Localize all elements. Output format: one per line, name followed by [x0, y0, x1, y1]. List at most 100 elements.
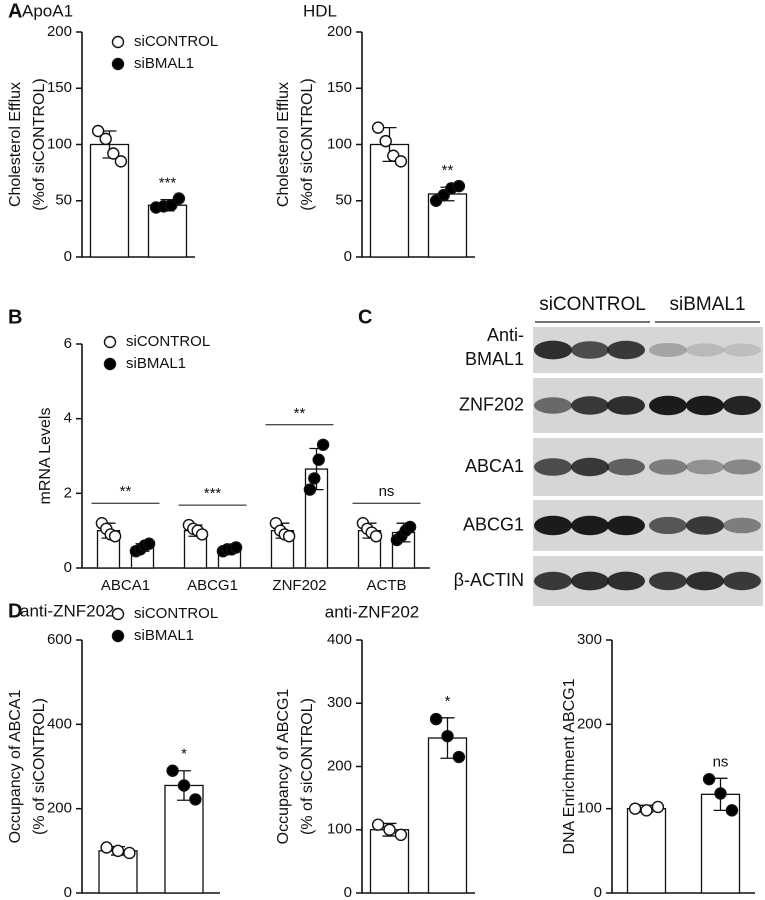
y-axis-label: (% of siCONTROL)	[299, 698, 316, 835]
legend-marker	[111, 607, 125, 621]
legend-label: siCONTROL	[134, 33, 218, 50]
data-point	[452, 179, 466, 193]
blot-band	[649, 343, 687, 357]
significance-label: **	[120, 483, 132, 500]
x-tick-label: ABCA1	[101, 577, 150, 594]
y-axis-label: Cholesterol Efflux	[275, 82, 292, 207]
data-point	[702, 772, 716, 786]
blot-band	[723, 571, 761, 591]
significance-label: *	[181, 746, 187, 763]
y-axis-label: Occupancy of ABCA1	[7, 689, 24, 843]
data-point	[379, 134, 392, 148]
blot-band	[723, 395, 761, 416]
blot-row-label: BMAL1	[465, 349, 524, 369]
chart-title: anti-ZNF202	[325, 602, 419, 621]
y-tick-label: 6	[64, 335, 72, 352]
bar	[427, 737, 468, 894]
data-point	[114, 155, 128, 168]
legend-marker	[111, 57, 125, 71]
data-point	[166, 764, 179, 777]
data-point	[91, 124, 105, 138]
data-point	[142, 537, 156, 550]
blot-band	[571, 457, 609, 477]
y-tick-label: 150	[327, 79, 352, 96]
y-tick-label: 300	[577, 631, 602, 648]
legend-label: siCONTROL	[134, 605, 218, 622]
chart-title: ApoA1	[22, 1, 73, 20]
blot-band	[723, 459, 761, 475]
blot-band	[686, 343, 724, 357]
y-tick-label: 200	[577, 715, 602, 732]
y-tick-label: 100	[327, 135, 352, 152]
data-point	[369, 530, 383, 543]
blot-row-label: β-ACTIN	[454, 570, 524, 590]
legend-label: siBMAL1	[126, 355, 186, 372]
y-tick-label: 100	[327, 821, 352, 838]
data-point	[107, 147, 120, 160]
legend-label: siCONTROL	[126, 333, 210, 350]
blot-band	[649, 571, 687, 591]
blot-band	[686, 459, 724, 475]
blot-row-label: ABCA1	[465, 456, 524, 476]
y-axis-label: (%of siCONTROL)	[299, 78, 316, 210]
data-point	[308, 472, 321, 485]
blot-group-label: siBMAL1	[669, 294, 745, 315]
blot-band	[534, 571, 572, 591]
significance-label: *	[445, 693, 451, 710]
y-tick-label: 0	[344, 248, 352, 265]
blot-band	[534, 515, 572, 536]
data-point	[282, 530, 296, 543]
data-point	[441, 729, 454, 743]
y-tick-label: 300	[327, 694, 352, 711]
blot-band	[534, 458, 572, 476]
legend-label: siBMAL1	[134, 55, 194, 72]
y-tick-label: 0	[594, 884, 602, 900]
data-point	[371, 121, 385, 134]
data-point	[177, 779, 191, 792]
legend-marker	[111, 629, 125, 643]
data-point	[123, 846, 136, 860]
blot-band	[723, 517, 761, 534]
blot-band	[607, 340, 645, 360]
blot-band	[571, 341, 609, 359]
blot-band	[686, 395, 724, 416]
y-axis-label: (%of siCONTROL)	[31, 78, 48, 210]
y-tick-label: 100	[577, 800, 602, 817]
legend-marker	[103, 335, 117, 349]
data-point	[172, 192, 186, 205]
significance-label: **	[294, 405, 306, 422]
legend-marker	[103, 357, 117, 371]
y-tick-label: 0	[64, 248, 72, 265]
blot-band	[607, 458, 645, 476]
legend-label: siBMAL1	[134, 627, 194, 644]
data-point	[312, 453, 325, 466]
blot-band	[534, 340, 572, 360]
data-point	[316, 438, 330, 451]
data-point	[437, 188, 450, 202]
blot-band	[686, 571, 724, 591]
y-tick-label: 0	[344, 884, 352, 900]
data-point	[714, 787, 727, 800]
data-point	[108, 530, 122, 543]
data-point	[189, 793, 202, 806]
panel-label: A	[8, 0, 22, 22]
blot-band	[649, 516, 687, 535]
blot-band	[607, 396, 645, 415]
blot-band	[607, 515, 645, 536]
blot-band	[571, 396, 609, 415]
panel-label: D	[8, 600, 22, 622]
blot-row-label: Anti-	[487, 325, 524, 345]
data-point	[725, 804, 739, 817]
legend-marker	[111, 35, 125, 49]
data-point	[651, 800, 665, 814]
y-tick-label: 150	[47, 79, 72, 96]
y-tick-label: 600	[47, 631, 72, 648]
y-tick-label: 0	[64, 884, 72, 900]
y-tick-label: 50	[55, 192, 72, 209]
y-tick-label: 200	[327, 23, 352, 40]
y-tick-label: 400	[47, 715, 72, 732]
blot-band	[686, 516, 724, 535]
y-axis-label: mRNA Levels	[37, 408, 54, 505]
data-point	[165, 199, 178, 212]
data-point	[640, 804, 653, 817]
